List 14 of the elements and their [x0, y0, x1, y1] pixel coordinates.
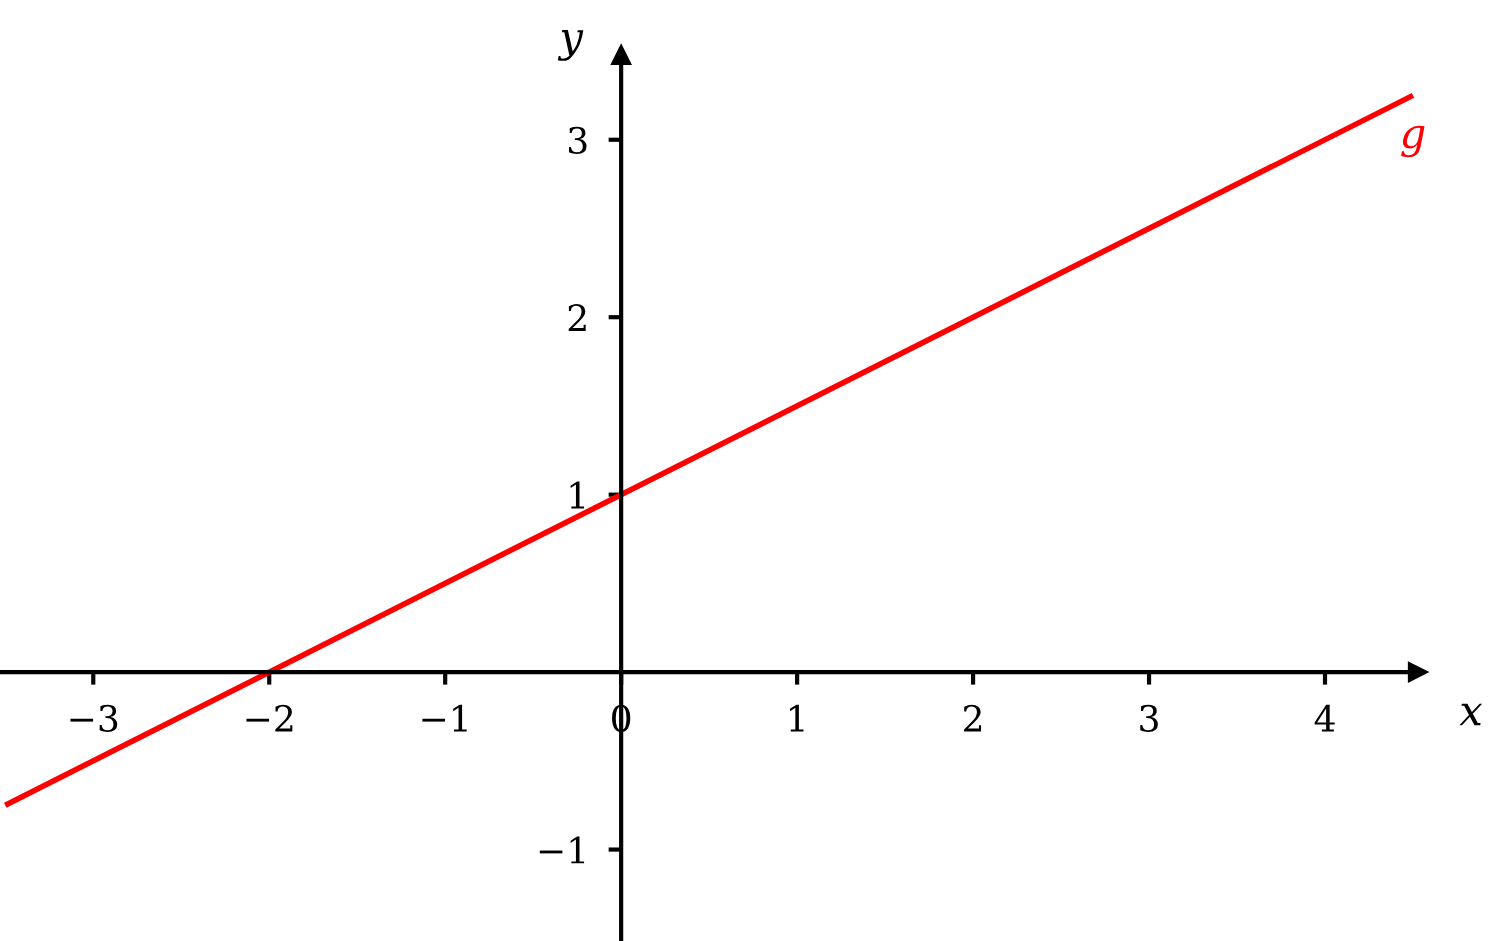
x-tick-label: −2 [246, 704, 293, 732]
x-tick-label: 1 [790, 704, 804, 732]
y-tick-label: −1 [539, 836, 585, 864]
x-tick-label: 3 [1140, 704, 1158, 732]
x-tick-label: 4 [1314, 704, 1335, 732]
y-tick-label: 3 [568, 126, 587, 154]
y-tick-label: 1 [570, 481, 585, 509]
x-tick-label: −3 [70, 704, 118, 732]
x-tick-label: 2 [964, 704, 982, 732]
y-tick-label: 2 [568, 304, 586, 331]
series-label: g [1401, 125, 1425, 158]
x-tick-label: −1 [422, 704, 467, 732]
x-axis-title: x [1459, 703, 1483, 726]
y-axis-title: y [557, 29, 584, 61]
